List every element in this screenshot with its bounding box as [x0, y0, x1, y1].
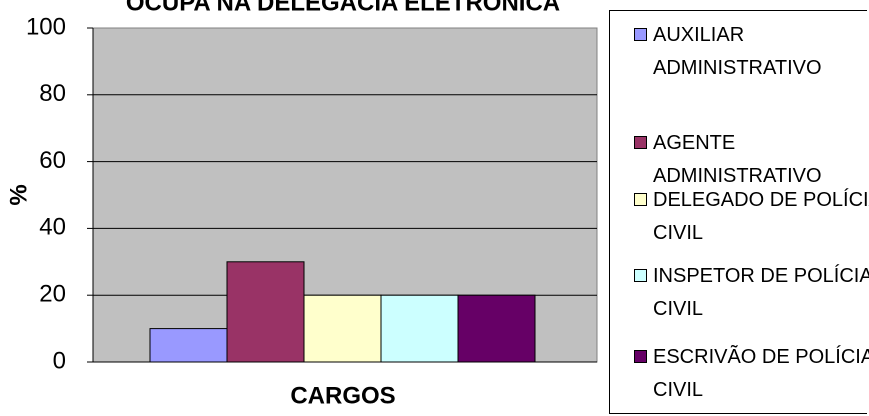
x-axis-label: CARGOS [290, 382, 395, 409]
legend-label: AGENTE ADMINISTRATIVO [653, 132, 822, 187]
y-axis-label: % [5, 184, 32, 205]
y-tick-label: 0 [53, 347, 66, 374]
legend-swatch [634, 136, 647, 149]
bar [149, 328, 228, 363]
y-tick-label: 60 [39, 147, 66, 174]
y-tick-label: 80 [39, 80, 66, 107]
legend-item: AUXILIAR ADMINISTRATIVO [630, 19, 869, 85]
chart-title: OCUPA NA DELEGACIA ELETRÔNICA [126, 0, 560, 16]
legend-swatch [634, 193, 647, 206]
legend-swatch [634, 269, 647, 282]
legend-swatch [634, 28, 647, 41]
y-tick-label: 40 [39, 214, 66, 241]
legend-label: AUXILIAR ADMINISTRATIVO [653, 24, 822, 79]
y-tick-label: 20 [39, 281, 66, 308]
legend-item: INSPETOR DE POLÍCIA CIVIL [630, 260, 869, 326]
bar [226, 261, 305, 363]
y-tick-label: 100 [26, 13, 66, 40]
legend-item: ESCRIVÃO DE POLÍCIA CIVIL [630, 341, 869, 407]
legend-label: DELEGADO DE POLÍCIA CIVIL [653, 189, 869, 244]
legend-item: DELEGADO DE POLÍCIA CIVIL [630, 184, 869, 250]
bar [457, 294, 536, 363]
legend-swatch [634, 350, 647, 363]
legend-label: ESCRIVÃO DE POLÍCIA CIVIL [653, 346, 869, 401]
legend: AUXILIAR ADMINISTRATIVO AGENTE ADMINISTRA… [609, 10, 869, 414]
legend-label: INSPETOR DE POLÍCIA CIVIL [653, 265, 869, 320]
bar [380, 294, 459, 363]
legend-item: AGENTE ADMINISTRATIVO [630, 127, 869, 193]
bar [303, 294, 382, 363]
